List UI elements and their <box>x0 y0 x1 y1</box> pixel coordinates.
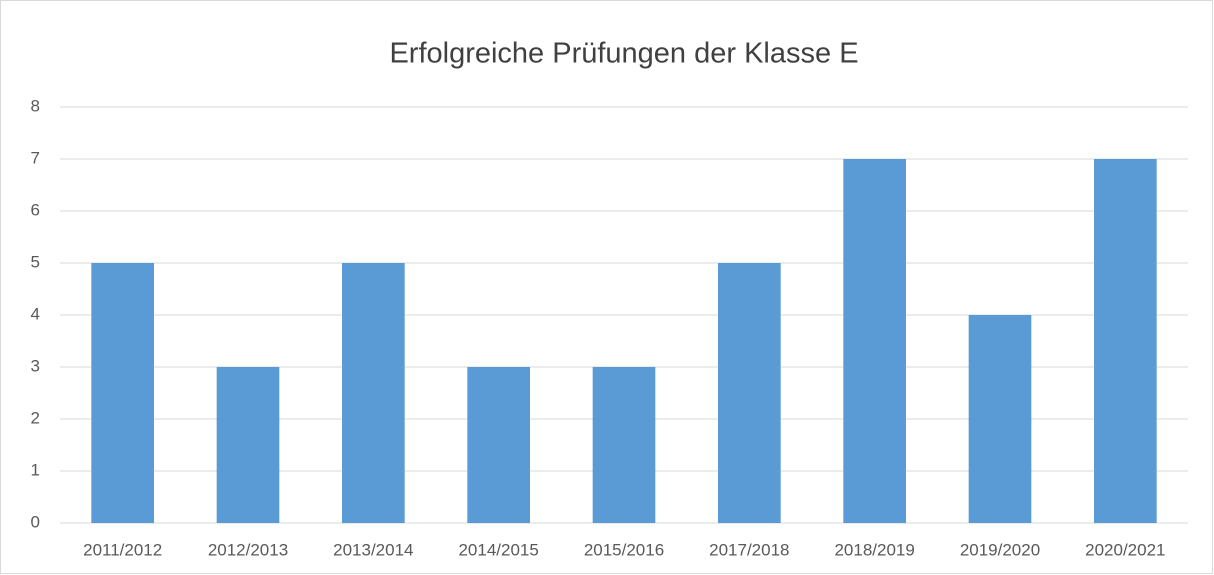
x-tick-label: 2019/2020 <box>960 540 1040 559</box>
bar <box>843 159 906 523</box>
x-tick-label: 2018/2019 <box>834 540 914 559</box>
y-tick-label: 0 <box>31 512 40 531</box>
x-tick-label: 2013/2014 <box>333 540 413 559</box>
x-tick-label: 2017/2018 <box>709 540 789 559</box>
bar <box>216 367 280 523</box>
bar <box>91 263 154 523</box>
y-tick-label: 2 <box>31 408 40 427</box>
x-tick-label: 2015/2016 <box>584 540 664 559</box>
bar <box>1094 159 1157 523</box>
chart-title: Erfolgreiche Prüfungen der Klasse E <box>389 38 858 70</box>
y-tick-label: 6 <box>31 200 40 219</box>
y-tick-label: 1 <box>31 460 40 479</box>
bar <box>592 367 656 523</box>
x-tick-label: 2012/2013 <box>208 540 288 559</box>
y-tick-label: 5 <box>31 252 40 271</box>
x-tick-label: 2020/2021 <box>1085 540 1165 559</box>
y-tick-label: 8 <box>31 96 40 115</box>
x-tick-label: 2014/2015 <box>458 540 538 559</box>
y-tick-label: 3 <box>31 356 40 375</box>
x-tick-label: 2011/2012 <box>83 540 162 559</box>
bar <box>718 263 781 523</box>
bar <box>342 263 405 523</box>
bar <box>467 367 530 523</box>
bar <box>968 315 1032 523</box>
y-tick-label: 7 <box>31 148 40 167</box>
y-tick-label: 4 <box>31 304 40 323</box>
